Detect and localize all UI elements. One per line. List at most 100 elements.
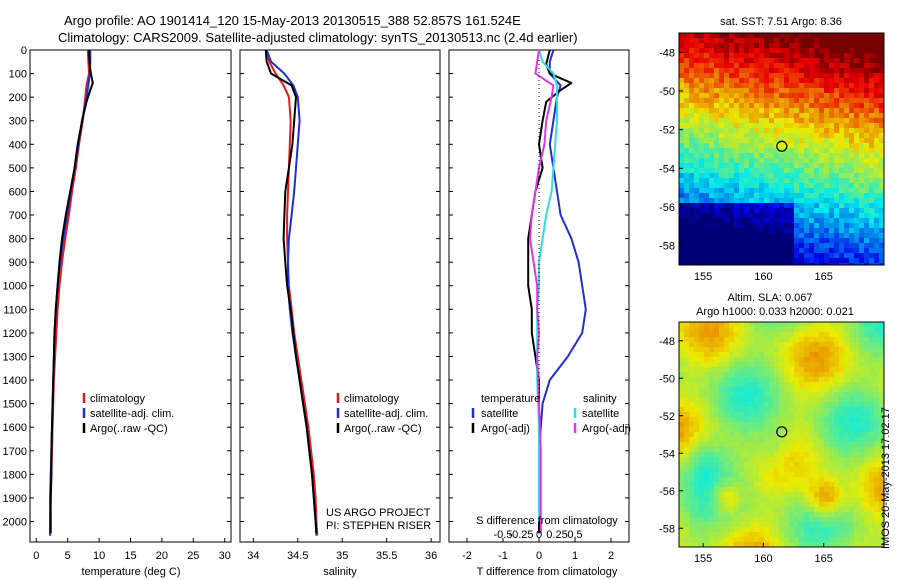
map-cell [839,248,845,254]
map-cell [719,113,725,119]
map-cell [799,68,805,74]
map-cell [729,238,735,244]
map-cell [759,58,765,64]
x-tick-label: 2 [608,550,614,562]
map-cell [769,183,775,189]
map-cell [754,53,760,59]
map-cell [799,238,805,244]
map-cell [739,218,745,224]
map-cell [714,542,720,547]
map-cell [749,38,755,44]
series-line-temperature-satellite [538,50,587,522]
map-cell [809,382,815,388]
map-cell [819,497,825,503]
map-cell [844,447,850,453]
map-cell [859,517,865,523]
map-cell [879,128,884,134]
map-cell [794,178,800,184]
map-cell [829,128,835,134]
map-cell [854,248,860,254]
map-cell [699,357,705,363]
map-cell [819,437,825,443]
map-cell [804,203,810,209]
map-cell [839,482,845,488]
map-cell [709,352,715,358]
map-cell [769,98,775,104]
map-cell [869,58,875,64]
map-cell [879,158,884,164]
map-cell [679,253,685,259]
map-cell [699,327,705,333]
map-cell [774,113,780,119]
map-cell [774,467,780,473]
map-cell [684,143,690,149]
map-cell [774,138,780,144]
map-cell [809,352,815,358]
map-cell [759,427,765,433]
map-cell [774,33,780,39]
map-cell [779,243,785,249]
map-cell [814,342,820,348]
map-cell [749,442,755,448]
map-cell [694,38,700,44]
map-cell [739,148,745,154]
map-cell [799,208,805,214]
map-cell [854,502,860,508]
map-cell [754,253,760,259]
map-cell [854,392,860,398]
map-cell [794,113,800,119]
map-cell [699,233,705,239]
map-cell [824,198,830,204]
map-cell [729,38,735,44]
map-cell [734,108,740,114]
map-cell [784,352,790,358]
map-cell [814,487,820,493]
map-cell [704,188,710,194]
map-cell [854,407,860,413]
map-cell [749,78,755,84]
map-cell [744,118,750,124]
map-cell [694,223,700,229]
map-cell [759,337,765,343]
map-cell [744,502,750,508]
map-cell [754,457,760,463]
map-cell [699,228,705,234]
x-tick-label: 25 [187,550,199,562]
map-cell [739,487,745,493]
map-cell [744,342,750,348]
map-cell [854,208,860,214]
map-cell [774,148,780,154]
map-cell [704,143,710,149]
map-cell [739,193,745,199]
map-cell [879,188,884,194]
map-cell [749,58,755,64]
map-cell [849,168,855,174]
map-cell [839,342,845,348]
map-cell [814,477,820,483]
map-cell [814,357,820,363]
map-cell [754,397,760,403]
map-cell [869,337,875,343]
map-cell [879,362,884,368]
map-cell [824,163,830,169]
map-cell [874,48,880,54]
map-y-tick-label: -52 [659,125,675,137]
map-cell [739,253,745,259]
map-cell [859,482,865,488]
map-cell [774,372,780,378]
map-cell [784,437,790,443]
map-cell [779,327,785,333]
map-cell [689,38,695,44]
map-cell [719,517,725,523]
map-cell [754,367,760,373]
map-cell [684,73,690,79]
map-cell [814,507,820,513]
map-cell [749,183,755,189]
map-cell [684,178,690,184]
map-cell [869,158,875,164]
map-cell [744,542,750,547]
map-cell [814,203,820,209]
map-cell [874,223,880,229]
map-cell [829,253,835,259]
map-cell [779,218,785,224]
